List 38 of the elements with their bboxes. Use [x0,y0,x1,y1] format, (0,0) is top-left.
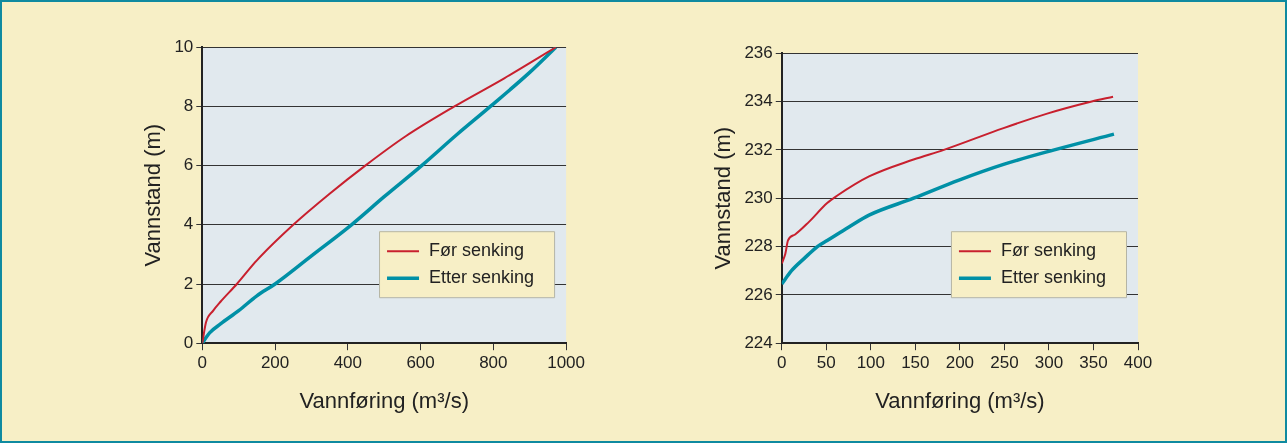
x-tick-label: 1000 [547,353,585,373]
y-axis-title: Vannstand (m) [140,123,166,267]
x-tick-label: 0 [197,353,208,373]
x-tick-label: 800 [479,353,508,373]
x-tick-label: 250 [990,353,1019,373]
x-tick-label: 600 [406,353,435,373]
x-axis-title: Vannføring (m³/s) [299,387,469,413]
y-tick-label: 228 [744,236,773,256]
legend-label: Før senking [1000,240,1096,261]
x-tick-label: 400 [333,353,363,373]
legend-label: Etter senking [1000,267,1107,288]
y-axis-title: Vannstand (m) [710,126,736,270]
y-tick-label: 234 [744,91,773,111]
x-tick-label: 200 [945,353,975,373]
y-tick-label: 0 [183,332,194,352]
x-tick-label: 50 [816,353,836,373]
legend-label: Før senking [429,240,525,261]
y-tick-label: 6 [183,155,194,175]
line-series [781,95,1115,265]
x-tick-label: 100 [856,353,886,373]
legend-label: Etter senking [429,267,535,288]
x-tick-label: 350 [1079,353,1108,373]
x-tick-label: 200 [260,353,290,373]
x-tick-label: 0 [777,353,787,373]
x-tick-label: 400 [1123,353,1153,373]
y-tick-label: 232 [744,139,773,159]
y-tick-label: 10 [174,36,194,56]
x-axis-title: Vannføring (m³/s) [875,387,1045,413]
y-tick-label: 230 [744,187,773,207]
x-tick-label: 150 [901,353,930,373]
y-tick-label: 8 [183,96,194,116]
y-tick-label: 224 [744,332,773,352]
line-series [781,132,1116,286]
y-tick-label: 226 [744,284,773,304]
y-tick-label: 4 [183,214,194,234]
x-tick-label: 300 [1034,353,1064,373]
y-tick-label: 2 [183,273,194,293]
y-tick-label: 236 [744,42,773,62]
